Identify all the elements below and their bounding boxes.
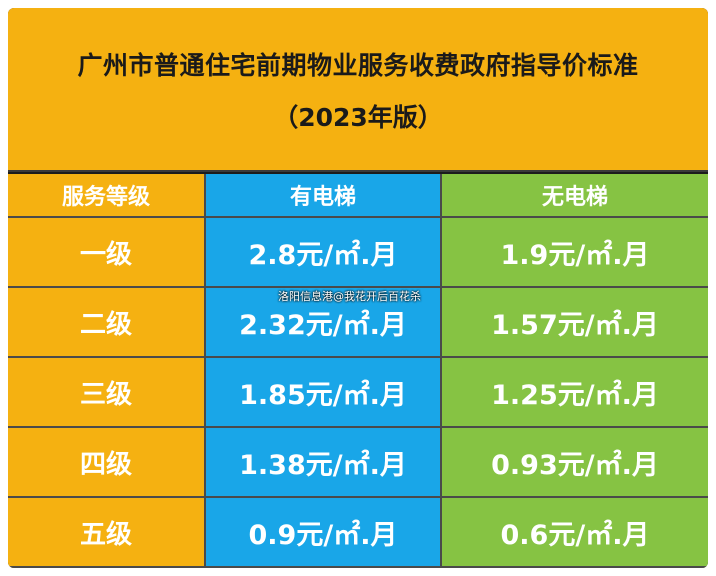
level-cell: 四级 [8, 428, 206, 498]
without-lift-price: 1.57元/㎡.月 [442, 288, 708, 358]
level-cell: 三级 [8, 358, 206, 428]
level-cell: 一级 [8, 218, 206, 288]
header-with-lift: 有电梯 [206, 174, 442, 218]
price-standard-card: 广州市普通住宅前期物业服务收费政府指导价标准 （2023年版） 服务等级 有电梯… [8, 8, 708, 568]
with-lift-price: 2.32元/㎡.月 [206, 288, 442, 358]
page-title: 广州市普通住宅前期物业服务收费政府指导价标准 [77, 51, 639, 80]
title-banner: 广州市普通住宅前期物业服务收费政府指导价标准 （2023年版） [8, 8, 708, 172]
without-lift-price: 1.25元/㎡.月 [442, 358, 708, 428]
with-lift-price: 0.9元/㎡.月 [206, 498, 442, 568]
price-table: 服务等级 有电梯 无电梯 一级 2.8元/㎡.月 1.9元/㎡.月 二级 2.3… [8, 174, 708, 568]
page-subtitle: （2023年版） [273, 103, 443, 132]
without-lift-price: 0.6元/㎡.月 [442, 498, 708, 568]
level-cell: 二级 [8, 288, 206, 358]
header-service-level: 服务等级 [8, 174, 206, 218]
without-lift-price: 0.93元/㎡.月 [442, 428, 708, 498]
with-lift-price: 1.38元/㎡.月 [206, 428, 442, 498]
header-without-lift: 无电梯 [442, 174, 708, 218]
with-lift-price: 2.8元/㎡.月 [206, 218, 442, 288]
without-lift-price: 1.9元/㎡.月 [442, 218, 708, 288]
level-cell: 五级 [8, 498, 206, 568]
watermark-text: 洛阳信息港@我花开后百花杀 [278, 290, 421, 303]
with-lift-price: 1.85元/㎡.月 [206, 358, 442, 428]
